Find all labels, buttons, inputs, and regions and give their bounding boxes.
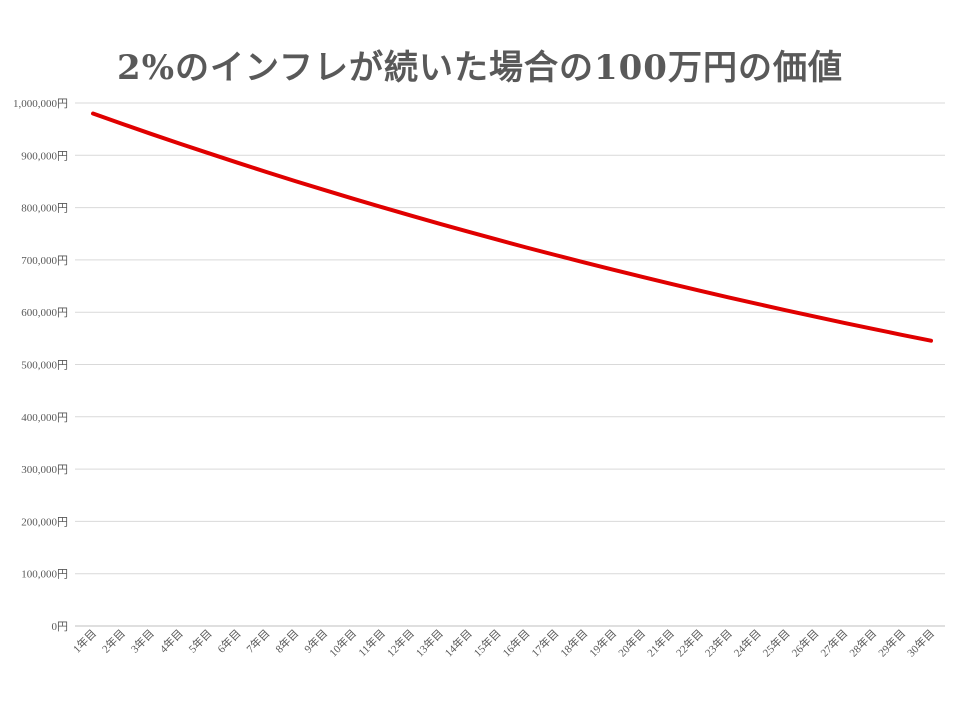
series-line [91,111,933,343]
y-tick-label: 500,000円 [21,360,68,372]
y-tick-label: 300,000円 [21,464,68,476]
y-tick-label: 100,000円 [21,569,68,581]
x-tick-label: 15年目 [470,626,503,659]
x-tick-label: 23年目 [702,626,735,659]
y-tick-label: 1,000,000円 [13,98,68,110]
y-tick-label: 700,000円 [21,255,68,267]
x-tick-label: 4年目 [156,626,185,655]
x-tick-label: 9年目 [301,626,330,655]
y-tick-label: 800,000円 [21,203,68,215]
x-tick-label: 20年目 [615,626,648,659]
x-tick-label: 27年目 [817,626,850,659]
y-tick-label: 600,000円 [21,307,68,319]
x-tick-label: 8年目 [272,626,301,655]
y-tick-label: 900,000円 [21,150,68,162]
x-tick-label: 12年目 [384,626,417,659]
y-tick-label: 0円 [52,621,69,633]
x-tick-label: 30年目 [904,626,937,659]
x-tick-label: 2年目 [99,626,128,655]
x-tick-label: 6年目 [214,626,243,655]
x-tick-label: 10年目 [326,626,359,659]
x-tick-label: 11年目 [355,626,388,659]
x-tick-label: 21年目 [644,626,677,659]
x-tick-label: 16年目 [499,626,532,659]
chart-title: 2%のインフレが続いた場合の100万円の価値 [117,48,843,88]
x-tick-label: 29年目 [875,626,908,659]
x-tick-label: 7年目 [243,626,272,655]
x-tick-label: 28年目 [846,626,879,659]
y-tick-label: 200,000円 [21,516,68,528]
x-tick-label: 5年目 [185,626,214,655]
x-tick-label: 17年目 [528,626,561,659]
x-tick-label: 25年目 [759,626,792,659]
x-tick-label: 13年目 [413,626,446,659]
x-tick-label: 19年目 [586,626,619,659]
y-tick-label: 400,000円 [21,412,68,424]
x-tick-label: 1年目 [70,626,99,655]
x-tick-label: 22年目 [673,626,706,659]
x-tick-label: 3年目 [128,626,157,655]
x-tick-label: 26年目 [788,626,821,659]
x-tick-label: 24年目 [731,626,764,659]
x-tick-label: 18年目 [557,626,590,659]
x-tick-label: 14年目 [442,626,475,659]
